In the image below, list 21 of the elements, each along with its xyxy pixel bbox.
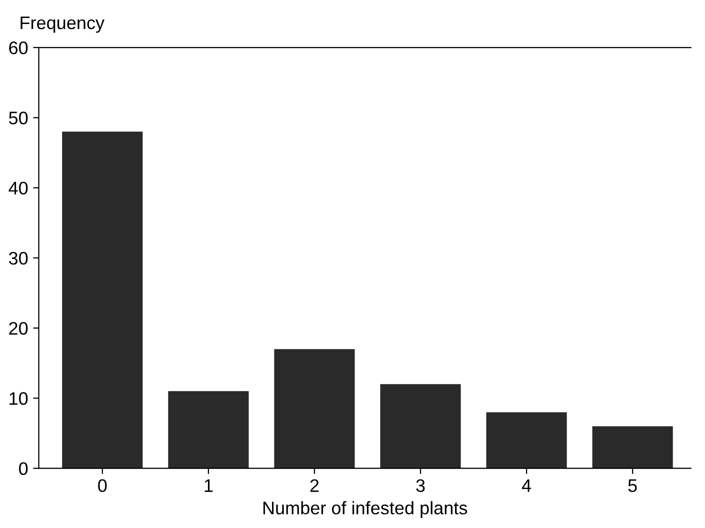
y-tick-label: 60 xyxy=(9,41,28,54)
x-tick-label: 4 xyxy=(522,479,532,492)
bar xyxy=(486,412,567,468)
x-tick-label: 3 xyxy=(416,479,425,492)
y-tick-label: 10 xyxy=(10,392,28,405)
y-axis-title: Frequency xyxy=(20,16,104,33)
y-tick-label: 30 xyxy=(8,252,28,265)
x-tick-label: 2 xyxy=(310,479,319,492)
bar xyxy=(168,391,249,468)
x-axis-title: Number of infested plants xyxy=(263,501,468,518)
bar xyxy=(380,384,461,468)
x-tick-label: 1 xyxy=(204,479,213,492)
y-tick-label: 20 xyxy=(9,322,28,335)
y-tick-label: 0 xyxy=(19,462,28,476)
y-tick-label: 40 xyxy=(8,182,28,195)
x-tick-label: 5 xyxy=(628,479,637,492)
bar xyxy=(592,426,673,468)
bar xyxy=(62,132,143,468)
bar xyxy=(274,349,355,468)
x-tick-label: 0 xyxy=(98,479,107,492)
y-tick-label: 50 xyxy=(9,112,28,124)
